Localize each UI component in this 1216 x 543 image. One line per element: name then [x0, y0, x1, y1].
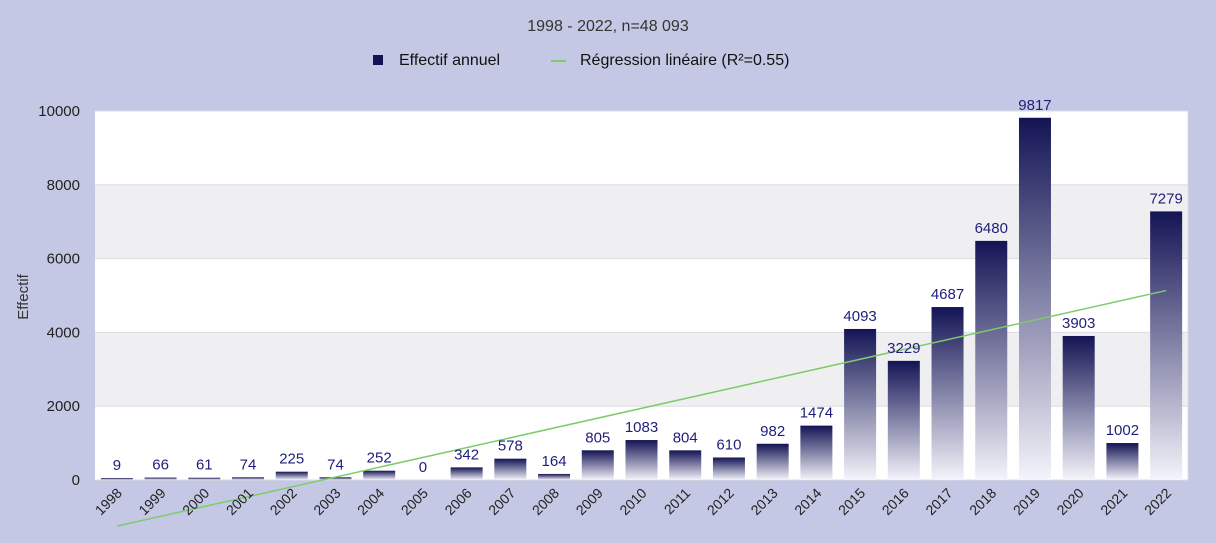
x-tick-label: 2022 — [1141, 485, 1174, 518]
data-label: 6480 — [975, 220, 1008, 237]
bar — [800, 425, 833, 480]
legend-bar-label: Effectif annuel — [399, 52, 500, 69]
x-tick-label: 2009 — [573, 485, 606, 518]
x-ticks: 1998 1999 2000 2001 2002 2003 2004 2005 2006 2007… — [92, 485, 1175, 518]
x-tick-label: 2012 — [704, 485, 737, 518]
data-labels: 9 66 61 74 225 74 252 0 342 578 164 805 1083 804 610 98… — [113, 97, 1183, 476]
y-tick-label: 2000 — [47, 398, 80, 415]
bar — [319, 477, 352, 480]
data-label: 164 — [542, 453, 567, 470]
x-tick-label: 2017 — [922, 485, 955, 518]
x-tick-label: 2000 — [179, 485, 212, 518]
data-label: 1083 — [625, 419, 658, 436]
bar — [144, 477, 177, 480]
bar — [363, 470, 396, 480]
bar — [100, 478, 133, 480]
data-label: 342 — [454, 446, 479, 463]
bar — [1018, 117, 1051, 481]
bar — [1062, 335, 1095, 480]
bars — [100, 117, 1183, 481]
data-label: 805 — [585, 429, 610, 446]
x-tick-label: 2018 — [966, 485, 999, 518]
bar — [494, 458, 527, 480]
bar — [625, 440, 658, 480]
bar — [450, 467, 483, 480]
data-label: 4093 — [843, 308, 876, 325]
x-tick-label: 2007 — [485, 485, 518, 518]
data-label: 3229 — [887, 340, 920, 357]
x-tick-label: 2002 — [267, 485, 300, 518]
bar — [712, 457, 745, 480]
data-label: 74 — [327, 456, 344, 473]
y-ticks: 0 2000 4000 6000 8000 10000 — [38, 103, 80, 489]
x-tick-label: 2021 — [1097, 485, 1130, 518]
bar — [756, 443, 789, 480]
data-label: 7279 — [1149, 190, 1182, 207]
y-axis-label: Effectif — [15, 273, 32, 319]
x-tick-label: 2006 — [441, 485, 474, 518]
data-label: 9817 — [1018, 97, 1051, 114]
legend-bar-swatch — [373, 55, 383, 65]
data-label: 0 — [419, 459, 427, 476]
y-tick-label: 10000 — [38, 103, 80, 120]
data-label: 1002 — [1106, 422, 1139, 439]
y-tick-label: 4000 — [47, 324, 80, 341]
x-tick-label: 2020 — [1053, 485, 1086, 518]
x-tick-label: 2019 — [1010, 485, 1043, 518]
x-tick-label: 2005 — [398, 485, 431, 518]
bar — [581, 450, 614, 480]
x-tick-label: 1998 — [92, 485, 125, 518]
chart-title: 1998 - 2022, n=48 093 — [527, 18, 689, 35]
data-label: 225 — [279, 451, 304, 468]
bar — [669, 450, 702, 480]
regression-line-path — [116, 289, 1167, 527]
data-label: 9 — [113, 457, 121, 474]
legend-line-label: Régression linéaire (R²=0.55) — [580, 52, 789, 69]
y-tick-label: 6000 — [47, 251, 80, 268]
data-label: 982 — [760, 423, 785, 440]
bar — [1106, 443, 1139, 480]
legend: Effectif annuel Régression linéaire (R²=… — [373, 52, 789, 69]
data-label: 578 — [498, 438, 523, 455]
x-tick-label: 2008 — [529, 485, 562, 518]
data-label: 3903 — [1062, 315, 1095, 332]
data-label: 74 — [240, 456, 257, 473]
data-label: 804 — [673, 429, 698, 446]
x-tick-label: 2011 — [661, 485, 694, 518]
regression-line — [116, 289, 1167, 527]
x-tick-label: 2010 — [616, 485, 649, 518]
x-tick-label: 2003 — [310, 485, 343, 518]
bar — [1150, 211, 1183, 480]
x-tick-label: 2013 — [747, 485, 780, 518]
bar — [975, 240, 1008, 480]
data-label: 4687 — [931, 286, 964, 303]
x-tick-label: 1999 — [135, 485, 168, 518]
y-tick-label: 0 — [72, 472, 80, 489]
data-label: 66 — [152, 457, 169, 474]
data-label: 61 — [196, 457, 213, 474]
plot-band — [95, 111, 1188, 185]
bar — [844, 328, 877, 480]
data-label: 1474 — [800, 405, 833, 422]
x-tick-label: 2016 — [879, 485, 912, 518]
bar — [931, 307, 964, 480]
x-tick-label: 2004 — [354, 485, 387, 518]
bar — [887, 360, 920, 480]
y-tick-label: 8000 — [47, 177, 80, 194]
bar — [275, 471, 308, 480]
x-tick-label: 2001 — [223, 485, 256, 518]
data-label: 252 — [367, 450, 392, 467]
bar — [538, 473, 571, 480]
bar — [232, 477, 265, 480]
bar — [188, 477, 221, 480]
x-tick-label: 2014 — [791, 485, 824, 518]
data-label: 610 — [716, 436, 741, 453]
x-tick-label: 2015 — [835, 485, 868, 518]
